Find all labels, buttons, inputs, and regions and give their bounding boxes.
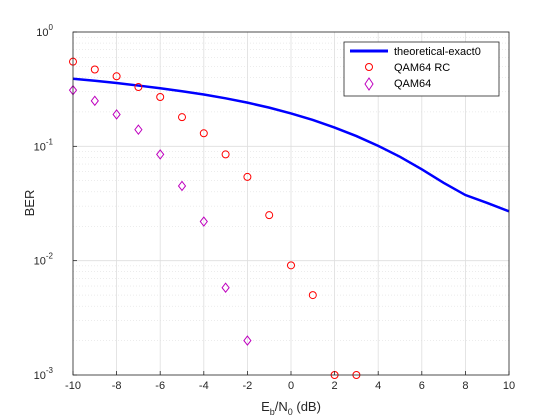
y-axis-label: BER xyxy=(22,190,37,217)
axis-ticks: 100 10-1 10-2 10-3 -10 -8 -6 -4 -2 0 2 4 6 8 10 xyxy=(34,23,516,392)
qam64-point xyxy=(221,282,230,294)
x-tick-label: 10 xyxy=(503,380,515,392)
qam64-point xyxy=(199,216,208,227)
qam64-point xyxy=(134,124,143,135)
y-tick-label: 100 xyxy=(36,23,53,39)
qam64-rc-point xyxy=(221,150,230,159)
qam64-rc-point xyxy=(134,83,143,92)
x-tick-label: 2 xyxy=(332,380,338,392)
legend-label-qam64-rc: QAM64 RC xyxy=(394,62,450,74)
legend: theoretical-exact0 QAM64 RC QAM64 xyxy=(343,41,500,97)
x-tick-label: 8 xyxy=(462,380,468,392)
x-tick-label: -10 xyxy=(65,380,81,392)
qam64-rc-point xyxy=(243,172,252,181)
y-tick-label: 10-2 xyxy=(34,252,54,268)
x-tick-label: -8 xyxy=(112,380,122,392)
legend-label-qam64: QAM64 xyxy=(394,78,431,90)
qam64-rc-point xyxy=(265,211,274,220)
y-tick-label: 10-3 xyxy=(34,366,54,382)
x-axis-label: Eb/N0 (dB) xyxy=(261,399,321,417)
theoretical-curve xyxy=(72,77,510,213)
x-tick-label: 4 xyxy=(375,380,381,392)
qam64-point xyxy=(177,180,187,192)
qam64-rc-point xyxy=(178,113,186,122)
qam64-rc-point xyxy=(199,129,208,138)
legend-diamond-swatch xyxy=(364,77,374,91)
qam64-rc-point xyxy=(156,93,165,102)
qam64-point xyxy=(243,335,252,346)
qam64-point xyxy=(112,109,121,120)
legend-circle-swatch xyxy=(365,63,373,71)
y-tick-label: 10-1 xyxy=(34,137,54,153)
qam64-point xyxy=(156,149,165,160)
x-tick-label: -2 xyxy=(243,380,253,392)
qam64-rc-point xyxy=(308,291,317,300)
series-layer xyxy=(68,57,510,379)
legend-label-theoretical: theoretical-exact0 xyxy=(394,46,481,58)
x-tick-label: 6 xyxy=(419,380,425,392)
x-tick-label: -4 xyxy=(199,380,209,392)
x-tick-label: -6 xyxy=(155,380,165,392)
qam64-rc-point xyxy=(112,72,121,81)
qam64-rc-point xyxy=(90,65,99,74)
qam64-point xyxy=(90,95,99,107)
qam64-rc-point xyxy=(287,261,295,270)
x-tick-label: 0 xyxy=(288,380,294,392)
